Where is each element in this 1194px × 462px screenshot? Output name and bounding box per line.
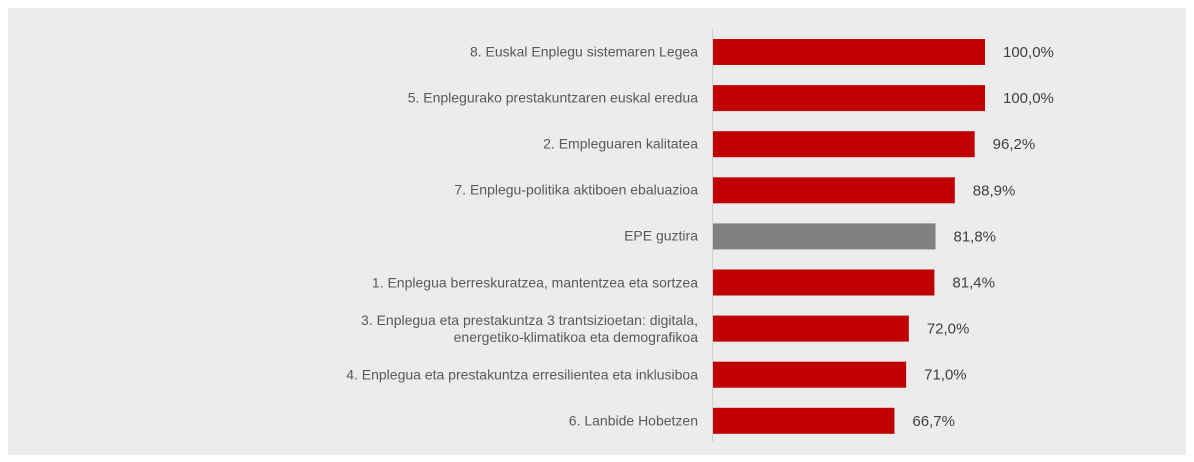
bar <box>713 177 955 204</box>
category-label: 1. Enplegua berreskuratzea, mantentzea e… <box>371 274 698 290</box>
bar <box>713 85 985 112</box>
chart-background <box>8 8 1186 455</box>
bar <box>713 131 975 158</box>
bar <box>713 269 935 296</box>
value-label: 81,8% <box>953 228 996 245</box>
bar <box>713 315 909 342</box>
category-label: 8. Euskal Enplegu sistemaren Legea <box>469 43 698 60</box>
bar <box>713 361 907 388</box>
bar <box>713 39 985 65</box>
category-label: 7. Enplegu-politika aktiboen ebaluazioa <box>454 181 698 198</box>
bar <box>713 223 936 250</box>
category-label: EPE guztira <box>624 227 698 244</box>
bar <box>713 407 895 434</box>
value-label: 88,9% <box>973 182 1016 199</box>
category-label: 5. Enplegurako prestakuntzaren euskal er… <box>407 89 698 106</box>
category-label: 4. Enplegua eta prestakuntza erresilient… <box>346 366 698 383</box>
category-label: 6. Lanbide Hobetzen <box>568 412 698 429</box>
value-label: 100,0% <box>1003 90 1054 107</box>
value-label: 71,0% <box>924 367 967 384</box>
category-label: 3. Enplegua eta prestakuntza 3 trantsizi… <box>361 311 698 345</box>
value-label: 81,4% <box>952 274 995 291</box>
category-label: 2. Empleguaren kalitatea <box>543 135 698 152</box>
value-label: 100,0% <box>1003 44 1054 61</box>
value-label: 66,7% <box>912 413 955 430</box>
value-label: 96,2% <box>993 136 1036 153</box>
value-label: 72,0% <box>927 321 970 338</box>
